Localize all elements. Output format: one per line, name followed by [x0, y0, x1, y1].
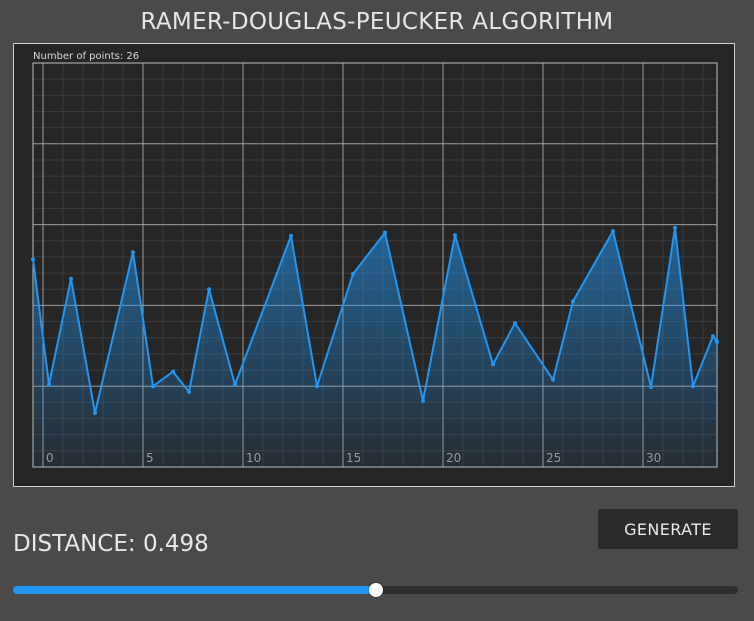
data-point: [673, 225, 677, 230]
area-fill: [33, 227, 717, 467]
data-point: [421, 398, 425, 403]
data-point: [513, 321, 517, 326]
slider-thumb[interactable]: [368, 583, 383, 597]
tick-labels: 0 5 10 15 20 25 30: [46, 451, 661, 465]
page-title: RAMER-DOUGLAS-PEUCKER ALGORITHM: [140, 9, 614, 35]
data-point: [207, 287, 211, 292]
slider-fill: [13, 586, 376, 594]
data-point: [611, 229, 615, 234]
x-tick-label: 10: [246, 451, 261, 465]
x-tick-label: 30: [646, 451, 661, 465]
data-point: [171, 369, 175, 374]
line-path: [32, 226, 718, 414]
x-tick-label: 20: [446, 451, 461, 465]
x-tick-label: 25: [546, 451, 561, 465]
data-point: [649, 385, 653, 390]
distance-slider[interactable]: [13, 583, 738, 597]
data-point: [715, 339, 719, 344]
series-line: [32, 226, 718, 414]
data-point: [691, 384, 695, 389]
data-point: [151, 384, 155, 389]
data-point: [711, 334, 715, 339]
data-point: [69, 276, 73, 281]
data-point: [289, 233, 293, 238]
data-point: [383, 230, 387, 235]
x-tick-label: 5: [146, 451, 154, 465]
data-point: [571, 299, 575, 304]
chart: 0 5 10 15 20 25 30 Number of points: 26: [31, 51, 719, 468]
data-point: [491, 362, 495, 367]
data-point: [315, 384, 319, 389]
x-tick-label: 15: [346, 451, 361, 465]
data-point: [551, 377, 555, 382]
generate-button[interactable]: GENERATE: [598, 509, 738, 549]
data-point: [31, 257, 35, 262]
x-tick-label: 0: [46, 451, 54, 465]
data-point: [453, 233, 457, 238]
data-point: [187, 389, 191, 394]
data-point: [233, 382, 237, 387]
data-point: [351, 271, 355, 276]
distance-label: DISTANCE: 0.498: [13, 531, 209, 557]
data-point: [47, 382, 51, 387]
data-point: [131, 250, 135, 255]
area-path: [33, 227, 717, 467]
points-count-label: Number of points: 26: [33, 51, 139, 62]
data-point: [93, 410, 97, 415]
data-points: [31, 225, 719, 415]
